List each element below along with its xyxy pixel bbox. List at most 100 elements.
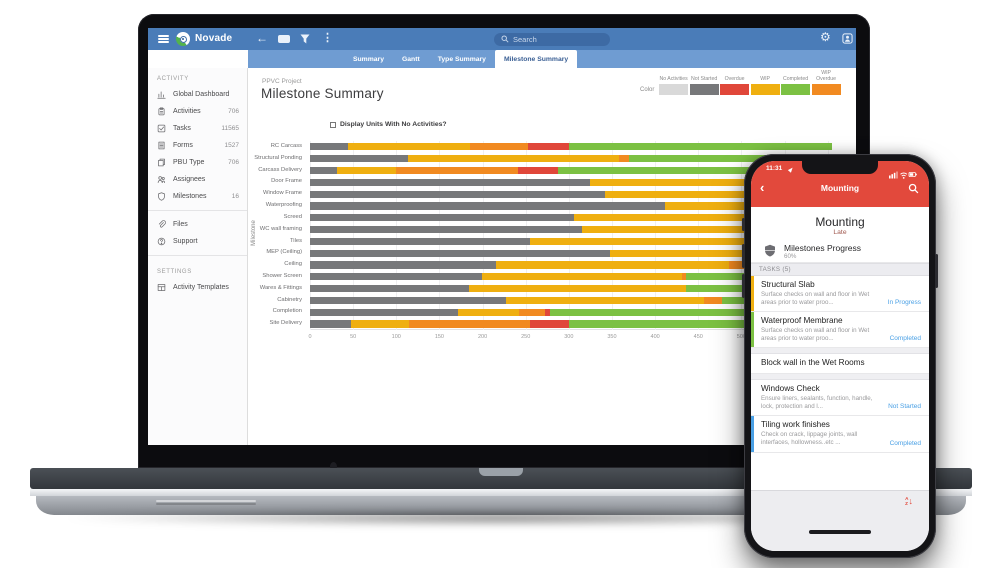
sidebar-item-milestones[interactable]: Milestones 16: [148, 188, 247, 205]
assignees-icon: [157, 171, 166, 189]
sidebar: ACTIVITY Global Dashboard Activities 706 Tas…: [148, 68, 248, 445]
sidebar-item-activity-templates[interactable]: Activity Templates: [148, 279, 247, 296]
sidebar-item-support[interactable]: Support: [148, 233, 247, 250]
menu-icon[interactable]: [158, 35, 169, 43]
legend-entry-label: Overdue: [724, 75, 745, 82]
milestone-bar-screed: [310, 214, 832, 222]
x-tick-label: 0: [308, 334, 312, 340]
search-input[interactable]: Search: [494, 32, 610, 46]
sidebar-section-settings: SETTINGS: [157, 269, 192, 275]
bar-segment-wip-overdue: [618, 155, 630, 163]
gridline: [439, 141, 441, 330]
more-options-icon[interactable]: ⋮: [322, 32, 333, 44]
home-indicator[interactable]: [809, 530, 871, 534]
tab-summary[interactable]: Summary: [353, 55, 384, 63]
milestone-bar-site-delivery: [310, 320, 832, 328]
laptop-base: [30, 468, 972, 489]
bar-segment-wip: [468, 285, 687, 293]
category-label: Wares & Fittings: [259, 284, 302, 291]
status-icons: [889, 166, 917, 184]
sidebar-item-assignees[interactable]: Assignees: [148, 171, 247, 188]
account-icon[interactable]: [842, 33, 853, 48]
sidebar-item-files[interactable]: Files: [148, 216, 247, 233]
sidebar-divider: [148, 255, 247, 256]
tab-gantt[interactable]: Gantt: [401, 55, 420, 63]
phone-mockup: 11:31 ‹ Mounting: [742, 154, 938, 558]
task-row-tiling-work-finishes[interactable]: Tiling work finishes Check on crack, lipp…: [751, 416, 929, 453]
signal-icon: [889, 171, 898, 179]
status-bar: 11:31: [751, 164, 929, 179]
milestone-bar-completion: [310, 308, 832, 316]
sidebar-item-label: Activity Templates: [173, 284, 229, 291]
bar-segment-wip: [350, 320, 410, 328]
filter-icon[interactable]: [300, 34, 310, 48]
status-time: 11:31: [766, 165, 783, 172]
bar-segment-not-started: [310, 202, 666, 210]
sidebar-section-activity: ACTIVITY: [157, 76, 189, 82]
legend-entry-label: WIP Overdue: [816, 70, 837, 82]
tab-milestone-summary[interactable]: Milestone Summary: [494, 50, 578, 68]
task-title: Tiling work finishes: [761, 420, 830, 430]
milestones-progress-row[interactable]: Milestones Progress 60%: [751, 238, 929, 263]
sidebar-item-tasks[interactable]: Tasks 11565: [148, 120, 247, 137]
sidebar-item-global-dashboard[interactable]: Global Dashboard: [148, 86, 247, 103]
task-row-structural-slab[interactable]: Structural Slab Surface checks on wall an…: [751, 276, 929, 313]
task-row-windows-check[interactable]: Windows Check Ensure liners, sealants, fu…: [751, 380, 929, 417]
settings-gear-icon[interactable]: ⚙: [820, 30, 831, 44]
activities-icon: [157, 103, 166, 121]
sidebar-item-pbu-type[interactable]: PBU Type 706: [148, 154, 247, 171]
gridline: [741, 141, 743, 330]
milestone-bar-wc-wall-framing: [310, 225, 832, 234]
sidebar-item-label: Forms: [173, 142, 193, 149]
board-view-icon[interactable]: [278, 35, 290, 43]
legend-entry-overdue: Overdue: [719, 71, 750, 95]
pbu-icon: [157, 154, 166, 172]
files-icon: [157, 216, 166, 234]
legend-entry-label: Completed: [783, 75, 809, 82]
back-chevron-icon[interactable]: ‹: [760, 180, 765, 195]
sidebar-item-activities[interactable]: Activities 706: [148, 103, 247, 120]
sidebar-item-label: Activities: [173, 108, 201, 115]
checkbox-box[interactable]: [330, 121, 336, 128]
gridline: [525, 141, 527, 330]
display-units-checkbox[interactable]: Display Units With No Activities?: [330, 121, 447, 128]
milestone-bar-rc-carcass: [310, 143, 832, 151]
bar-segment-wip: [610, 249, 832, 257]
category-label: Cabinetry: [277, 296, 302, 303]
back-icon[interactable]: ←: [256, 31, 268, 45]
bar-segment-not-started: [310, 190, 606, 198]
category-label: WC wall framing: [259, 225, 302, 232]
sidebar-item-count: 16: [231, 193, 239, 200]
task-row-waterproof-membrane[interactable]: Waterproof Membrane Surface checks on wal…: [751, 312, 929, 349]
mobile-body: Mounting Late Milestones Progress 60% TA…: [751, 207, 929, 490]
legend-swatch: [781, 83, 811, 95]
x-tick-label: 200: [477, 334, 488, 340]
milestone-status-late: Late: [833, 229, 847, 236]
task-row-block-wall-in-the-wet-rooms[interactable]: Block wall in the Wet Rooms: [751, 354, 929, 375]
bar-segment-wip-overdue: [704, 296, 722, 305]
legend-entry-completed: Completed: [780, 71, 811, 95]
bar-segment-not-started: [310, 155, 409, 163]
task-title: Block wall in the Wet Rooms: [761, 358, 865, 368]
gridline: [655, 141, 657, 330]
bar-segment-not-started: [310, 296, 506, 305]
bezel-dot: [330, 462, 337, 471]
gridline: [396, 141, 398, 330]
category-label: Completion: [272, 308, 302, 315]
x-tick-label: 100: [391, 334, 401, 340]
legend-swatch: [659, 83, 689, 95]
task-group-gap: [751, 374, 929, 381]
sidebar-item-forms[interactable]: Forms 1527: [148, 137, 247, 154]
project-label: PPVC Project: [262, 78, 302, 85]
task-title: Waterproof Membrane: [761, 316, 843, 326]
search-icon[interactable]: [908, 181, 919, 199]
bar-segment-wip-overdue: [469, 143, 529, 151]
bar-segment-not-started: [310, 285, 469, 293]
mobile-nav-bar: ‹ Mounting: [751, 177, 929, 205]
support-icon: [157, 233, 166, 251]
milestones-icon: [157, 188, 166, 206]
sidebar-item-label: Global Dashboard: [173, 91, 230, 98]
checkbox-label: Display Units With No Activities?: [340, 121, 447, 128]
tab-type-summary[interactable]: Type Summary: [437, 55, 486, 63]
